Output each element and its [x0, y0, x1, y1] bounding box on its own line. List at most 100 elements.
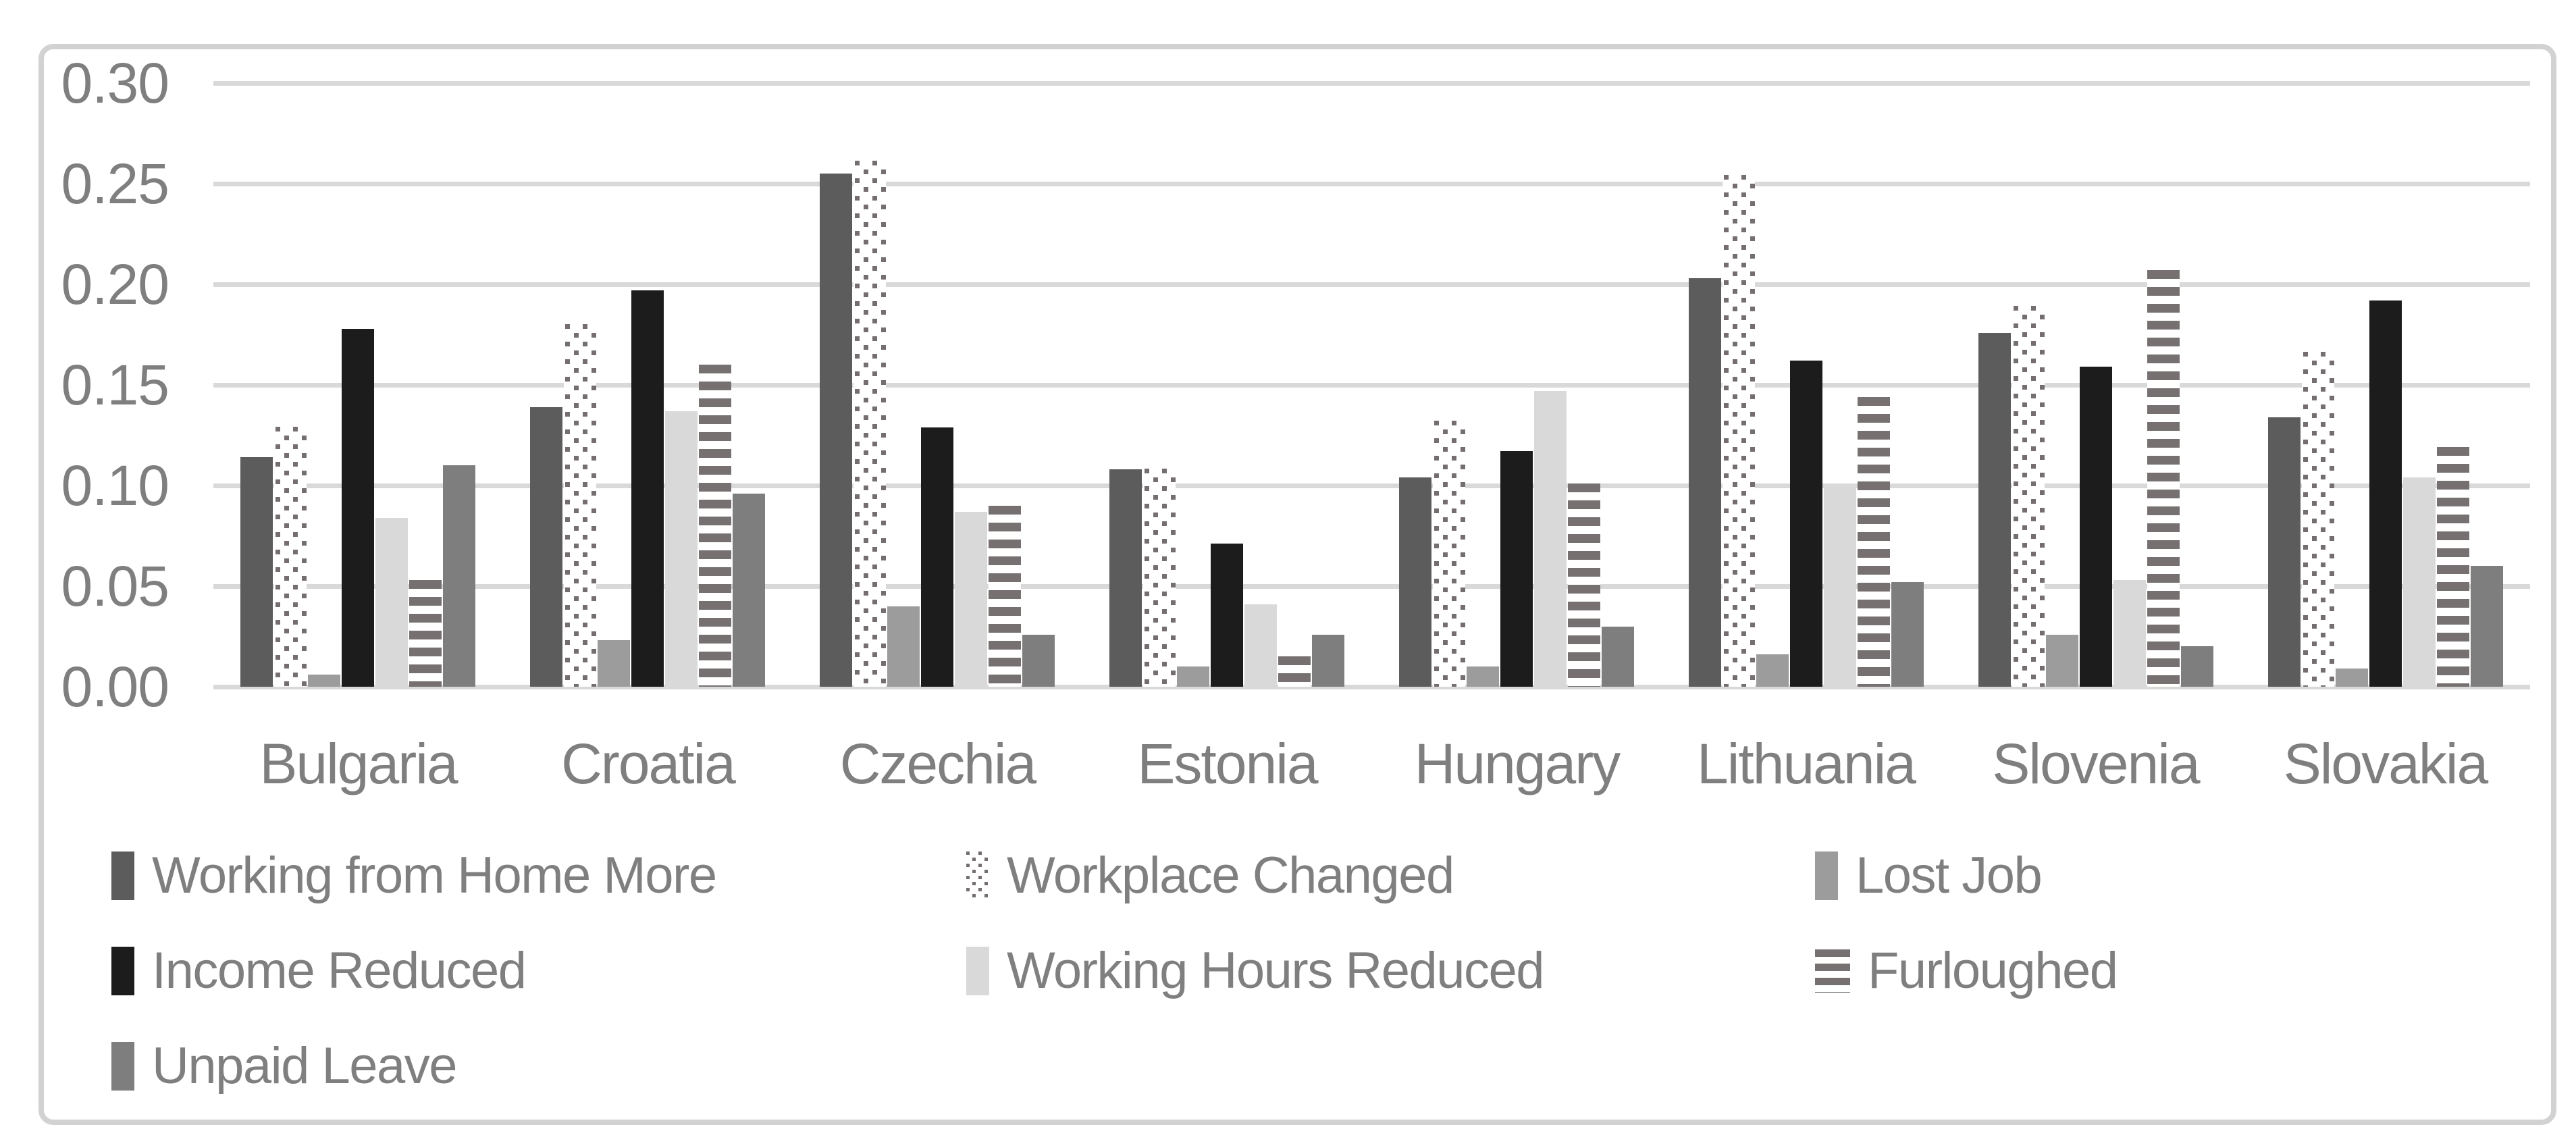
bar-working-from-home-more [240, 457, 273, 687]
bar-lost-job [1756, 654, 1789, 687]
bar-workplace-changed [2012, 305, 2045, 687]
bar-income-reduced [1211, 544, 1243, 687]
legend-item: Working Hours Reduced [966, 939, 1545, 1003]
bar-working-hours-reduced [955, 512, 987, 687]
legend-label: Workplace Changed [1007, 847, 1454, 904]
legend-swatch-icon [111, 1042, 134, 1091]
legend-swatch-icon [1815, 851, 1838, 900]
bar-lost-job [1177, 666, 1209, 687]
category-label: Bulgaria [259, 732, 458, 795]
bar-working-hours-reduced [1244, 604, 1277, 687]
y-tick-label: 0.20 [61, 253, 170, 316]
bar-income-reduced [921, 427, 953, 687]
bar-working-from-home-more [1109, 469, 1142, 687]
y-tick-label: 0.10 [61, 454, 170, 517]
legend-swatch-icon [966, 947, 989, 995]
legend-label: Working from Home More [152, 847, 717, 904]
y-tick-label: 0.05 [61, 554, 170, 618]
bar-unpaid-leave [1022, 635, 1055, 687]
y-tick-label: 0.25 [61, 152, 170, 215]
bar-income-reduced [2369, 300, 2402, 687]
gridline [213, 282, 2530, 287]
legend-swatch-icon [111, 947, 134, 995]
bar-furloughed [2147, 270, 2180, 687]
bar-furloughed [2437, 447, 2469, 687]
category-label: Estonia [1137, 732, 1318, 795]
gridline [213, 182, 2530, 186]
bar-income-reduced [631, 290, 664, 687]
category-label: Czechia [839, 732, 1036, 795]
category-label: Slovakia [2283, 732, 2489, 795]
category-label: Hungary [1414, 732, 1621, 795]
bar-working-hours-reduced [1824, 483, 1856, 687]
bar-lost-job [1467, 666, 1499, 687]
y-tick-label: 0.00 [61, 655, 170, 718]
bar-furloughed [409, 580, 442, 687]
legend-swatch-icon [966, 851, 989, 900]
bar-workplace-changed [1143, 467, 1176, 687]
bar-working-hours-reduced [2113, 580, 2146, 687]
bar-unpaid-leave [1602, 627, 1634, 687]
bar-working-from-home-more [1399, 477, 1431, 687]
category-label: Slovenia [1992, 732, 2200, 795]
legend-item: Lost Job [1815, 843, 2043, 908]
bar-lost-job [308, 675, 340, 687]
bar-furloughed [1278, 656, 1311, 687]
legend-item: Unpaid Leave [111, 1034, 458, 1099]
legend-swatch-icon [1815, 949, 1850, 993]
legend-label: Working Hours Reduced [1007, 942, 1545, 999]
bar-lost-job [2336, 669, 2368, 687]
legend-item: Workplace Changed [966, 843, 1454, 908]
bar-working-from-home-more [530, 407, 562, 687]
legend-label: Income Reduced [152, 942, 527, 999]
bar-working-from-home-more [820, 174, 852, 687]
bar-income-reduced [342, 329, 374, 687]
bar-working-hours-reduced [665, 411, 698, 687]
bar-workplace-changed [1433, 419, 1465, 687]
legend-label: Furloughed [1868, 942, 2118, 999]
bar-working-hours-reduced [375, 518, 408, 687]
legend-label: Lost Job [1856, 847, 2043, 904]
bar-furloughed [1568, 483, 1600, 687]
legend-label: Unpaid Leave [152, 1037, 458, 1095]
bar-furloughed [699, 365, 731, 687]
legend-item: Income Reduced [111, 939, 527, 1003]
gridline [213, 383, 2530, 388]
bar-furloughed [1858, 397, 1890, 687]
bar-working-from-home-more [1689, 278, 1721, 687]
bar-unpaid-leave [2181, 646, 2213, 687]
legend-swatch-icon [111, 851, 134, 900]
gridline [213, 584, 2530, 589]
bar-lost-job [2046, 635, 2078, 687]
gridline [213, 685, 2530, 689]
bar-lost-job [887, 606, 920, 687]
bar-unpaid-leave [1312, 635, 1344, 687]
bar-workplace-changed [853, 159, 886, 687]
bar-income-reduced [2080, 367, 2112, 687]
bar-workplace-changed [564, 323, 596, 687]
bar-working-hours-reduced [1534, 391, 1567, 687]
bar-unpaid-leave [2471, 566, 2503, 687]
gridline [213, 81, 2530, 86]
category-label: Lithuania [1697, 732, 1916, 795]
category-label: Croatia [561, 732, 736, 795]
bar-working-from-home-more [2268, 417, 2301, 687]
bar-working-from-home-more [1978, 333, 2011, 687]
y-tick-label: 0.30 [61, 51, 170, 115]
bar-unpaid-leave [733, 494, 765, 687]
bar-furloughed [989, 506, 1021, 687]
bar-unpaid-leave [1891, 582, 1924, 687]
bar-workplace-changed [274, 425, 307, 687]
bar-unpaid-leave [443, 465, 475, 687]
bar-income-reduced [1500, 451, 1533, 687]
legend-item: Furloughed [1815, 939, 2118, 1003]
bar-income-reduced [1790, 361, 1822, 687]
bar-workplace-changed [1723, 174, 1755, 687]
y-tick-label: 0.15 [61, 353, 170, 417]
bar-lost-job [598, 640, 630, 687]
legend-item: Working from Home More [111, 843, 717, 908]
gridline [213, 483, 2530, 488]
bar-workplace-changed [2302, 350, 2334, 687]
bar-working-hours-reduced [2403, 477, 2436, 687]
